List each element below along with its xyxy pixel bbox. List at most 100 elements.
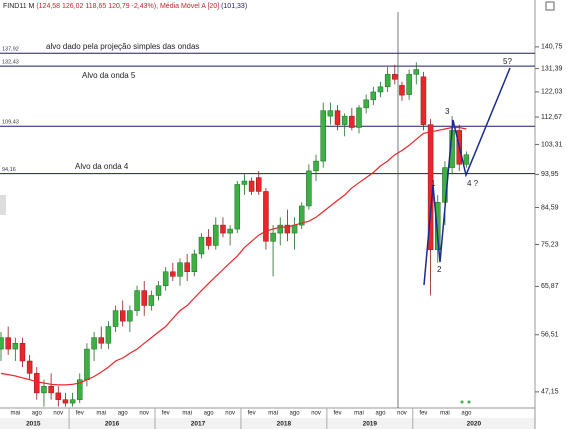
candle-body <box>349 115 355 128</box>
candle-body <box>334 110 341 125</box>
candle-body <box>19 343 26 362</box>
year-label: 2015 <box>26 421 41 428</box>
x-tick-label: fev <box>334 411 342 417</box>
level-label: 137,92 <box>2 47 19 53</box>
candle-body <box>384 74 391 88</box>
x-tick-label: mai <box>268 411 278 417</box>
y-tick-label: 131,39 <box>541 65 563 72</box>
candle-body <box>119 310 126 322</box>
candle-body <box>220 224 226 234</box>
x-tick-label: ago <box>32 411 43 417</box>
moving-average <box>0 126 467 386</box>
candle-body <box>270 232 276 242</box>
candle-body <box>327 110 334 117</box>
wave-line <box>423 67 511 286</box>
candle-body <box>277 224 283 234</box>
candle-body <box>248 180 255 192</box>
candle-body <box>91 337 97 350</box>
x-tick-label: mai <box>354 411 364 417</box>
candle-body <box>112 310 119 327</box>
x-tick-label: ago <box>461 411 472 417</box>
x-tick-label: ago <box>375 411 386 417</box>
x-tick-label: mai <box>440 411 450 417</box>
settings-icon[interactable] <box>545 1 555 11</box>
candle-body <box>127 310 133 322</box>
signal-dot <box>467 400 471 404</box>
candle-body <box>134 290 140 311</box>
y-tick-label: 140,75 <box>541 44 563 51</box>
indicator-value: (101,33) <box>221 3 247 10</box>
candle-body <box>55 392 62 400</box>
wave-label: 1 <box>431 179 436 188</box>
scroll-handle[interactable] <box>0 195 6 215</box>
x-tick-label: mai <box>96 411 106 417</box>
candle-body <box>413 69 420 75</box>
candle-body <box>69 399 76 404</box>
candle-body <box>406 74 412 95</box>
x-tick-label: nov <box>225 411 235 417</box>
level-note: Alvo da onda 5 <box>82 71 136 80</box>
candle-body <box>399 85 405 96</box>
candle-body <box>227 228 233 234</box>
candle-body <box>263 191 269 242</box>
candle-body <box>205 236 212 246</box>
y-tick-label: 47,15 <box>541 389 559 396</box>
candle-body <box>420 76 427 125</box>
year-label: 2016 <box>105 421 120 428</box>
candle-body <box>356 107 362 128</box>
candle-body <box>12 343 19 350</box>
year-label: 2017 <box>191 421 206 428</box>
candle-body <box>77 379 83 400</box>
x-tick-label: ago <box>204 411 215 417</box>
candle-body <box>363 99 369 109</box>
y-tick-label: 112,67 <box>541 114 562 121</box>
level-label: 109,43 <box>2 120 19 126</box>
x-tick-label: fev <box>162 411 170 417</box>
candle-body <box>284 224 291 234</box>
y-tick-label: 93,95 <box>541 171 559 178</box>
month-row <box>0 408 535 418</box>
x-tick-label: fev <box>248 411 256 417</box>
candle-body <box>213 224 219 246</box>
candle-body <box>392 74 398 80</box>
indicator-text: Média Móvel A [20] <box>160 3 219 10</box>
symbol-text: FIND11 M <box>3 3 35 10</box>
candle-body <box>463 154 470 165</box>
candle-body <box>198 236 205 255</box>
candle-body <box>105 326 112 344</box>
y-tick-label: 103,31 <box>541 141 563 148</box>
candle-body <box>191 253 198 273</box>
wave-label: 4 ? <box>467 179 479 188</box>
y-tick-label: 65,87 <box>541 283 559 290</box>
y-tick-label: 56,51 <box>541 332 559 339</box>
x-tick-label: ago <box>118 411 129 417</box>
x-tick-label: nov <box>311 411 321 417</box>
candle-body <box>256 177 262 192</box>
x-tick-label: nov <box>139 411 149 417</box>
candle-body <box>298 205 305 226</box>
candle-body <box>48 385 54 394</box>
candle-body <box>291 224 298 234</box>
candle-body <box>435 202 441 250</box>
candle-body <box>84 348 90 380</box>
x-tick-label: fev <box>419 411 427 417</box>
candle-body <box>0 337 4 350</box>
candle-body <box>34 373 40 394</box>
y-tick-label: 84,59 <box>541 204 559 211</box>
x-tick-label: nov <box>397 411 407 417</box>
candle-body <box>148 295 155 306</box>
x-tick-label: mai <box>10 411 20 417</box>
x-tick-label: fev <box>76 411 84 417</box>
y-tick-label: 122,03 <box>541 89 563 96</box>
candle-body <box>162 271 169 287</box>
wave-label: 5? <box>503 57 512 66</box>
candle-body <box>177 262 183 277</box>
candle-body <box>184 262 190 273</box>
candle-body <box>170 271 176 277</box>
level-label: 94,16 <box>2 167 16 173</box>
year-row <box>0 418 535 429</box>
candle-body <box>241 180 248 185</box>
candle-body <box>26 360 33 374</box>
x-tick-label: nov <box>53 411 63 417</box>
